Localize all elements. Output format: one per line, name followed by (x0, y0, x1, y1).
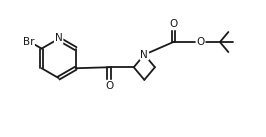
Text: O: O (105, 81, 113, 91)
Text: O: O (169, 19, 177, 29)
Text: N: N (140, 50, 148, 60)
Text: O: O (196, 37, 205, 47)
Text: Br: Br (23, 37, 34, 47)
Text: N: N (55, 33, 63, 43)
